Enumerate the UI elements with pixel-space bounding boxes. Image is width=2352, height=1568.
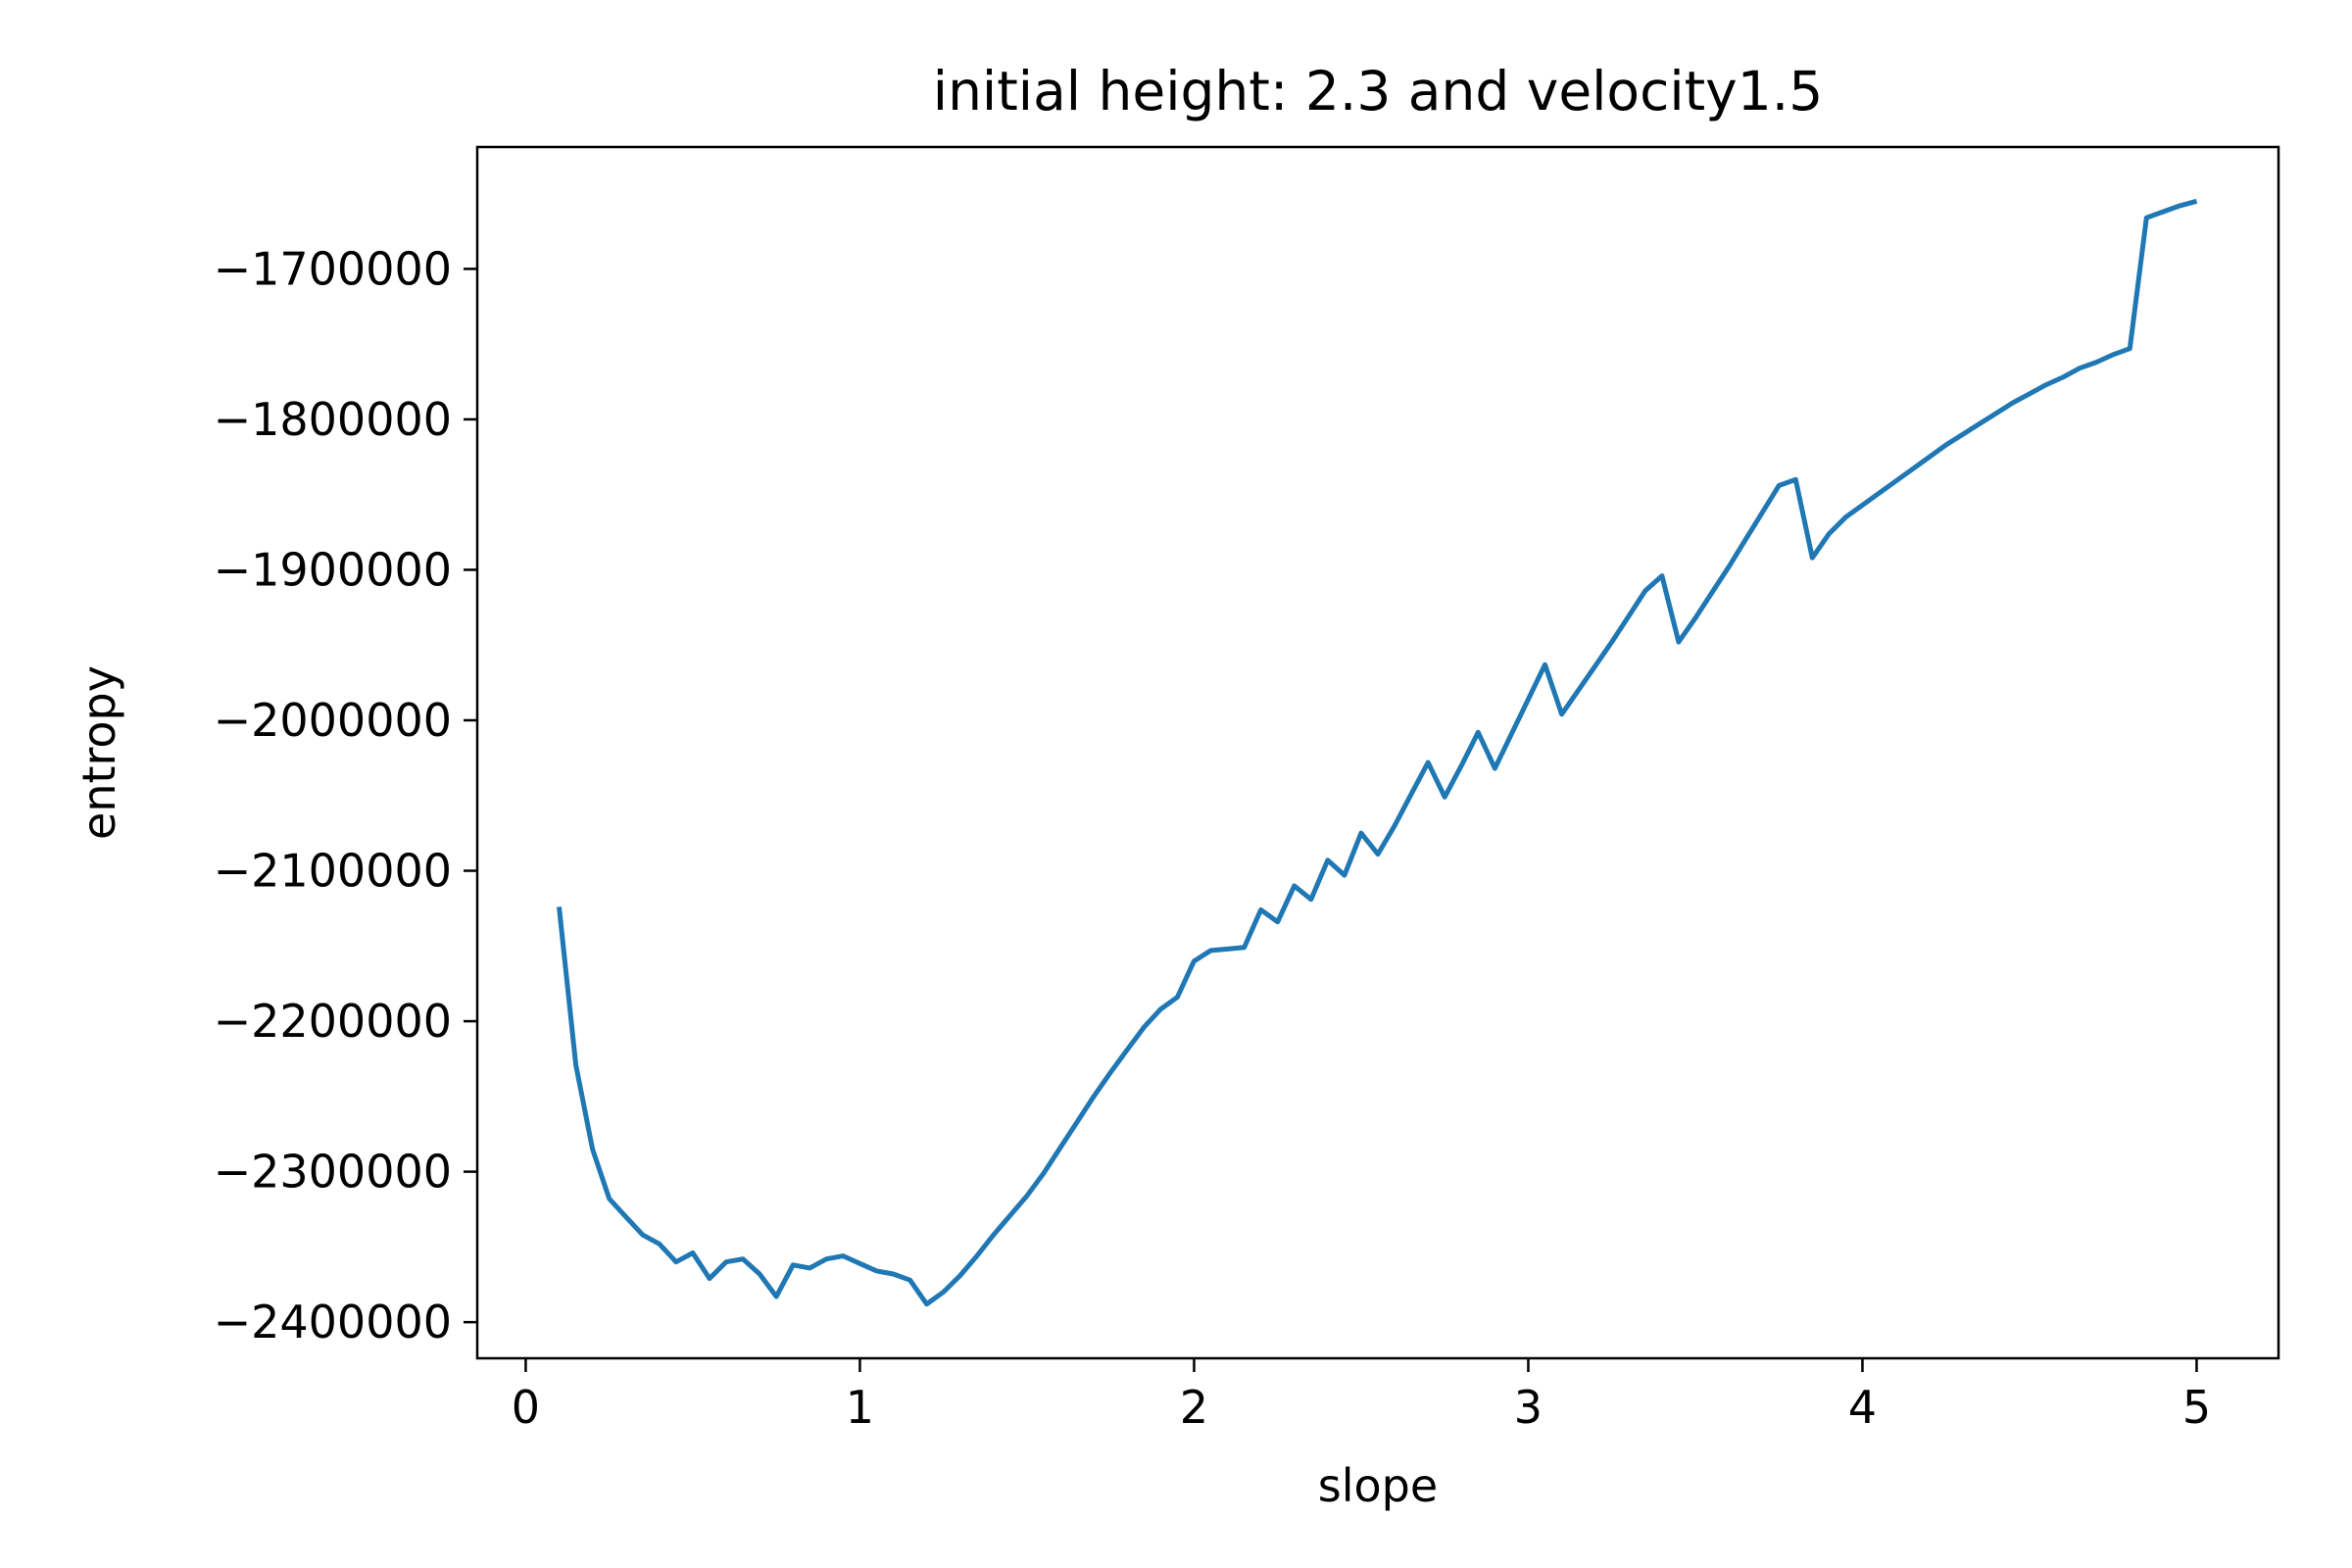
y-tick-label: −2000000 bbox=[214, 694, 452, 747]
x-tick-label: 4 bbox=[1848, 1381, 1877, 1434]
y-tick-label: −2100000 bbox=[214, 845, 452, 898]
entropy-line bbox=[557, 198, 2198, 1307]
x-axis-label: slope bbox=[1318, 1459, 1438, 1512]
y-axis-label: entropy bbox=[73, 665, 125, 840]
y-tick-label: −1800000 bbox=[214, 393, 452, 446]
y-tick-label: −2400000 bbox=[214, 1296, 452, 1348]
y-tick-label: −1900000 bbox=[214, 543, 452, 596]
plot-frame bbox=[475, 145, 2280, 1360]
y-axis-ticks: −1700000 −1800000 −1900000 −2000000 −2100000… bbox=[214, 242, 477, 1348]
x-axis-ticks: 0 1 2 3 4 5 bbox=[512, 1358, 2211, 1434]
chart-title: initial height: 2.3 and velocity1.5 bbox=[933, 60, 1823, 122]
y-tick-label: −1700000 bbox=[214, 242, 452, 295]
y-tick-label: −2300000 bbox=[214, 1146, 452, 1199]
x-tick-label: 2 bbox=[1180, 1381, 1208, 1434]
x-tick-label: 3 bbox=[1514, 1381, 1543, 1434]
y-tick-label: −2200000 bbox=[214, 995, 452, 1048]
x-tick-label: 5 bbox=[2182, 1381, 2211, 1434]
x-tick-label: 1 bbox=[846, 1381, 874, 1434]
x-tick-label: 0 bbox=[512, 1381, 540, 1434]
